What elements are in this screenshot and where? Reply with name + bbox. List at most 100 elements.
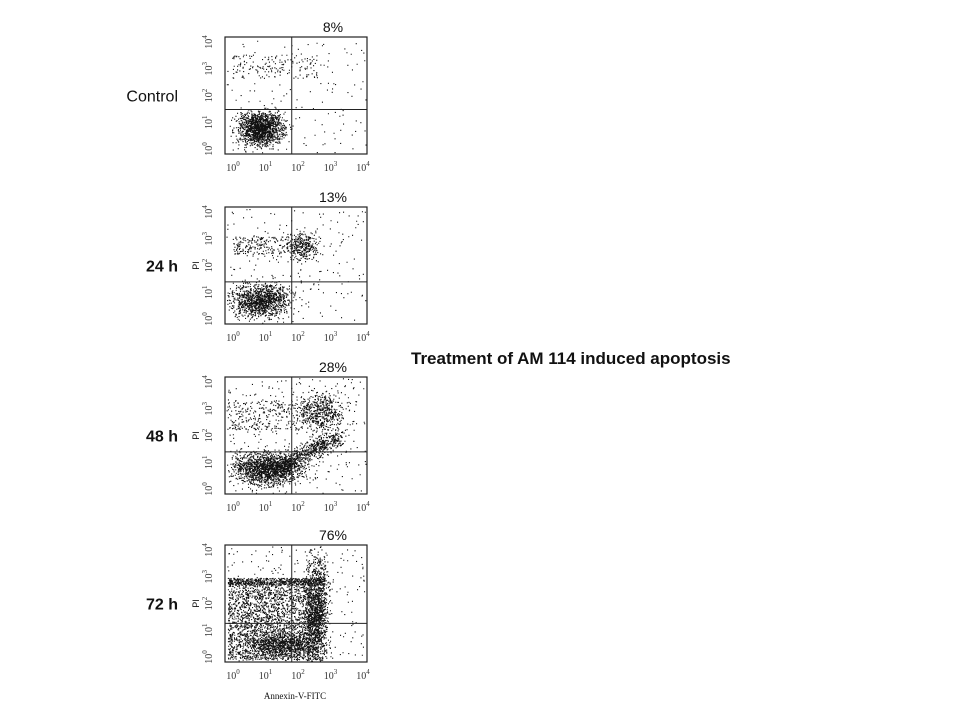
tick-exp: 0 (236, 160, 240, 168)
tick-base: 10 (356, 503, 366, 514)
tick-exp: 1 (201, 115, 209, 119)
tick-base: 10 (356, 671, 366, 682)
tick-base: 10 (204, 574, 215, 584)
tick-base: 10 (204, 379, 215, 389)
tick-base: 10 (204, 432, 215, 442)
plot-frame (224, 376, 368, 495)
x-tick-label: 102 (291, 668, 305, 682)
tick-exp: 3 (201, 402, 209, 406)
x-axis-label: Annexin-V-FITC (264, 691, 326, 701)
y-tick-label: 101 (201, 623, 215, 637)
tick-exp: 1 (269, 668, 273, 676)
tick-base: 10 (204, 236, 215, 246)
tick-exp: 4 (366, 668, 370, 676)
tick-base: 10 (291, 163, 301, 174)
plot-frame (224, 206, 368, 325)
tick-base: 10 (204, 459, 215, 469)
tick-base: 10 (204, 316, 215, 326)
tick-exp: 1 (201, 623, 209, 627)
tick-exp: 2 (201, 258, 209, 262)
tick-base: 10 (204, 66, 215, 76)
x-tick-label: 102 (291, 500, 305, 514)
panel-label: 24 h (146, 258, 178, 275)
panel-label: 48 h (146, 428, 178, 445)
x-tick-label: 104 (356, 160, 370, 174)
tick-exp: 4 (366, 500, 370, 508)
y-tick-label: 103 (201, 232, 215, 246)
tick-exp: 0 (201, 482, 209, 486)
tick-exp: 0 (236, 500, 240, 508)
tick-base: 10 (226, 671, 236, 682)
x-tick-label: 103 (324, 330, 338, 344)
tick-base: 10 (259, 333, 269, 344)
panel-label: Control (126, 88, 178, 105)
tick-exp: 4 (201, 543, 209, 547)
y-tick-label: 102 (201, 596, 215, 610)
y-tick-label: 104 (201, 35, 215, 49)
caption: Treatment of AM 114 induced apoptosis (411, 349, 731, 368)
tick-exp: 0 (236, 330, 240, 338)
y-tick-label: 103 (201, 402, 215, 416)
tick-exp: 3 (334, 330, 338, 338)
tick-base: 10 (204, 289, 215, 299)
tick-exp: 1 (269, 330, 273, 338)
y-axis-label: PI (191, 431, 201, 440)
percent-label: 28% (319, 359, 347, 375)
x-tick-label: 100 (226, 330, 240, 344)
tick-base: 10 (226, 333, 236, 344)
y-tick-label: 103 (201, 570, 215, 584)
tick-exp: 3 (201, 62, 209, 66)
y-axis-label: PI (191, 261, 201, 270)
tick-exp: 2 (301, 668, 305, 676)
dots (227, 546, 366, 662)
tick-base: 10 (204, 486, 215, 496)
tick-base: 10 (204, 92, 215, 102)
y-tick-label: 100 (201, 312, 215, 326)
percent-label: 76% (319, 527, 347, 543)
tick-base: 10 (204, 146, 215, 156)
x-tick-label: 103 (324, 500, 338, 514)
tick-exp: 4 (366, 160, 370, 168)
y-axis-label: PI (191, 599, 201, 608)
x-tick-label: 101 (259, 668, 273, 682)
tick-exp: 1 (201, 455, 209, 459)
y-tick-label: 100 (201, 650, 215, 664)
tick-exp: 0 (236, 668, 240, 676)
tick-base: 10 (204, 406, 215, 416)
tick-exp: 3 (334, 668, 338, 676)
tick-base: 10 (204, 119, 215, 129)
x-tick-label: 103 (324, 668, 338, 682)
tick-exp: 2 (301, 500, 305, 508)
tick-base: 10 (204, 654, 215, 664)
tick-base: 10 (204, 209, 215, 219)
tick-base: 10 (204, 627, 215, 637)
tick-base: 10 (204, 547, 215, 557)
x-tick-label: 102 (291, 330, 305, 344)
tick-base: 10 (259, 503, 269, 514)
tick-exp: 3 (334, 500, 338, 508)
tick-exp: 0 (201, 312, 209, 316)
y-tick-label: 102 (201, 428, 215, 442)
tick-exp: 2 (201, 88, 209, 92)
tick-base: 10 (324, 163, 334, 174)
y-tick-label: 103 (201, 62, 215, 76)
tick-base: 10 (259, 163, 269, 174)
dots (226, 378, 367, 494)
x-tick-label: 104 (356, 500, 370, 514)
tick-base: 10 (204, 600, 215, 610)
y-tick-label: 101 (201, 455, 215, 469)
y-tick-label: 102 (201, 258, 215, 272)
x-tick-label: 101 (259, 500, 273, 514)
tick-exp: 0 (201, 142, 209, 146)
tick-base: 10 (226, 503, 236, 514)
x-tick-label: 104 (356, 330, 370, 344)
tick-exp: 4 (201, 205, 209, 209)
y-tick-label: 100 (201, 142, 215, 156)
y-tick-label: 101 (201, 285, 215, 299)
x-tick-label: 101 (259, 330, 273, 344)
y-tick-label: 102 (201, 88, 215, 102)
tick-base: 10 (324, 503, 334, 514)
